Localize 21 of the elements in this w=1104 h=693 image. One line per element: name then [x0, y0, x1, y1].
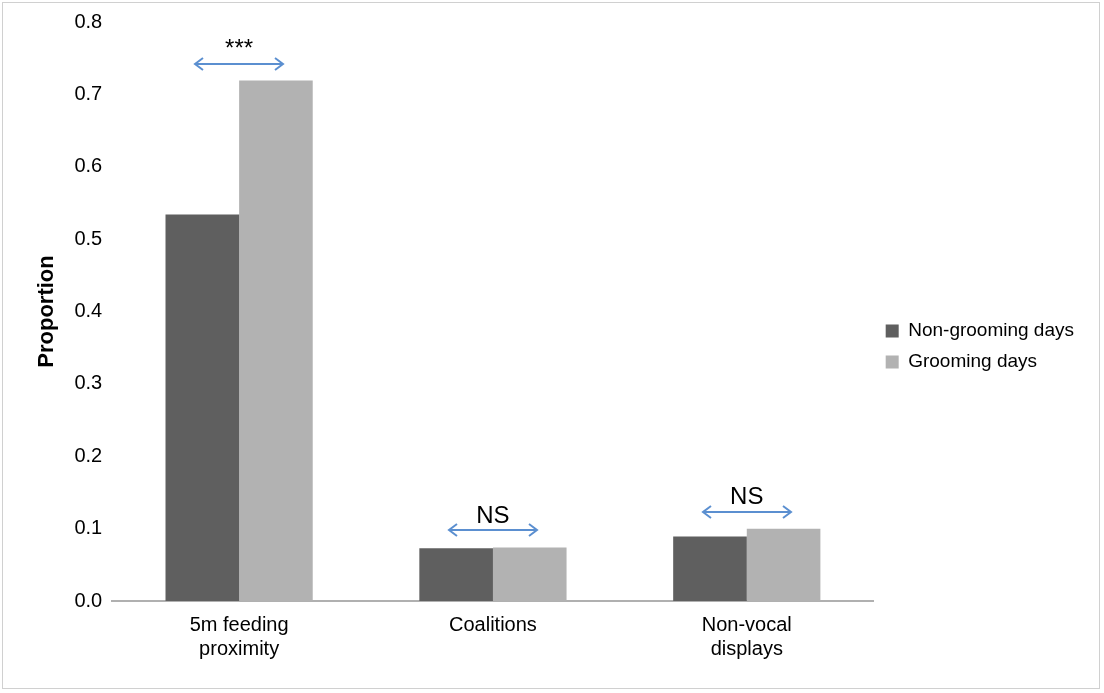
annotation: *** [225, 34, 254, 62]
x-tick-label: Coalitions [449, 612, 537, 635]
y-tick-label: 0.0 [74, 588, 103, 611]
y-tick-label: 0.6 [74, 154, 103, 177]
legend-label: Non-grooming days [908, 319, 1075, 341]
bar [165, 214, 240, 601]
x-tick-label: Non-vocal displays [701, 612, 792, 659]
y-tick-label: 0.3 [74, 371, 103, 394]
annotation: NS [476, 501, 510, 529]
x-tick-label: 5m feeding proximity [189, 612, 289, 659]
annotation: NS [730, 482, 764, 510]
y-tick-label: 0.1 [74, 516, 103, 539]
bar [673, 536, 747, 601]
y-tick-label: 0.5 [74, 226, 103, 249]
y-tick-label: 0.7 [74, 81, 103, 104]
bar [419, 548, 493, 601]
y-tick-label: 0.8 [74, 9, 103, 32]
y-axis-title: Proportion [33, 255, 59, 368]
legend-label: Grooming days [908, 350, 1038, 372]
y-tick-label: 0.4 [74, 299, 103, 322]
y-tick-label: 0.2 [74, 443, 103, 466]
